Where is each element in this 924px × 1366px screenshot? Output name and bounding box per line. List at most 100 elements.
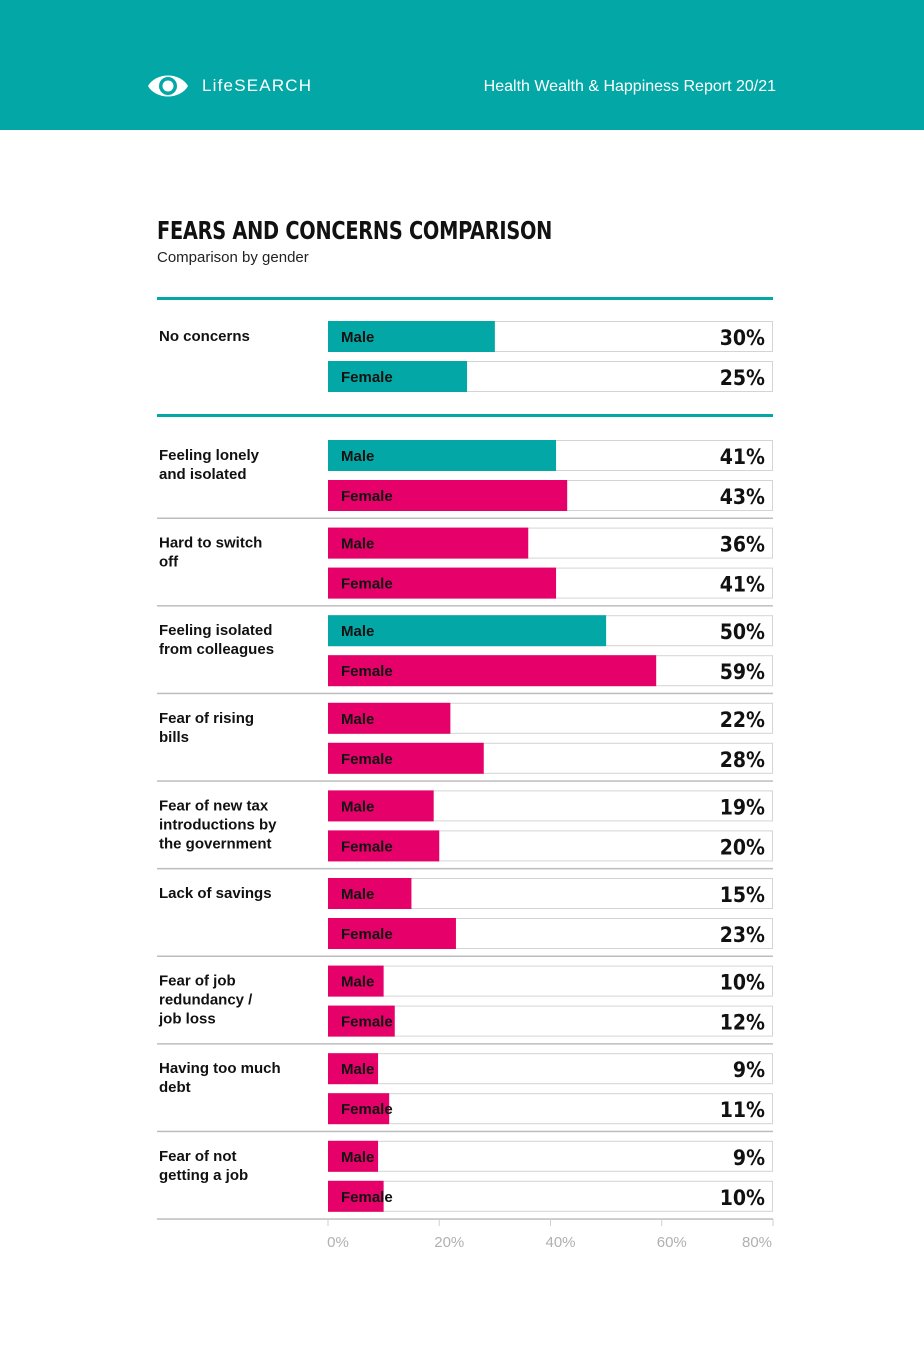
female-bar-label: Female [341,1189,393,1206]
male-value-label: 9% [733,1146,765,1170]
category-label: Fear of rising [159,710,254,727]
female-value-label: 11% [720,1098,765,1122]
category-label: from colleagues [159,641,274,658]
female-value-label: 23% [720,923,765,947]
male-value-label: 50% [720,620,765,644]
female-bar-label: Female [341,926,393,943]
male-bar [328,1140,379,1172]
category-label: Fear of new tax [159,797,269,814]
female-bar-label: Female [341,576,393,593]
group-divider [157,780,773,782]
tick-label: 60% [657,1234,687,1251]
bar-track [328,1053,773,1085]
tick-label: 0% [327,1234,349,1251]
male-value-label: 10% [720,971,765,995]
male-value-label: 9% [733,1058,765,1082]
bar-track [328,1093,773,1125]
female-value-label: 59% [720,660,765,684]
male-bar [328,527,529,559]
female-bar-label: Female [341,1101,393,1118]
female-bar [328,480,568,511]
male-bar-label: Male [341,536,374,553]
top-rule [157,297,773,300]
male-bar [328,321,495,352]
category-label: getting a job [159,1167,248,1184]
group-divider [157,1130,773,1133]
tick-label: 80% [742,1234,772,1251]
page-header: LifeSEARCH Health Wealth & Happiness Rep… [0,0,924,130]
female-value-label: 20% [720,835,765,859]
male-bar [328,965,384,997]
chart-title: FEARS AND CONCERNS COMPARISON [157,216,553,245]
male-value-label: 36% [720,533,765,557]
male-bar [328,702,451,734]
bar-track [328,1180,773,1212]
female-bar [328,918,456,949]
female-bar-label: Female [341,838,393,855]
female-bar-label: Female [341,488,393,505]
female-bar-label: Female [341,1014,393,1031]
male-bar [328,1053,379,1085]
group-divider [157,692,773,695]
category-label: job loss [158,1011,216,1028]
female-value-label: 41% [720,573,765,597]
category-label: Having too much [159,1060,281,1077]
tick-label: 40% [545,1234,575,1251]
female-bar-label: Female [341,751,393,768]
female-bar [328,1093,390,1125]
bar-track [328,1005,773,1037]
male-bar [328,615,607,647]
male-value-label: 19% [720,795,765,819]
male-value-label: 41% [720,445,765,469]
eye-logo-icon [148,75,188,97]
group-divider [157,867,773,870]
bar-track [328,965,773,997]
group-divider [157,955,773,957]
category-label: and isolated [159,466,247,483]
category-label: Feeling isolated [159,622,272,639]
female-bar [328,1005,395,1037]
male-bar-label: Male [341,623,374,640]
group-divider [157,1218,773,1220]
female-value-label: 25% [720,366,765,390]
male-bar-label: Male [341,798,374,815]
category-label: redundancy / [159,992,253,1009]
female-bar [328,655,657,687]
female-bar [328,830,440,862]
male-bar-label: Male [341,886,374,903]
male-bar-label: Male [341,974,374,991]
category-label: Lack of savings [159,885,272,902]
male-value-label: 15% [720,883,765,907]
category-label: Fear of job [159,973,236,990]
female-bar [328,1180,384,1212]
category-label: Feeling lonely [159,447,260,464]
male-bar-label: Male [341,711,374,728]
male-bar-label: Male [341,448,374,465]
chart-subtitle: Comparison by gender [157,249,309,266]
female-bar [328,361,468,392]
category-label: bills [159,729,189,746]
group-divider [157,605,773,607]
male-bar [328,790,434,822]
male-bar [328,878,412,909]
male-bar [328,440,557,471]
male-bar-label: Male [341,329,374,346]
category-label: debt [159,1079,191,1096]
group-divider [157,517,773,519]
category-label: Hard to switch [159,535,262,552]
report-title: Health Wealth & Happiness Report 20/21 [483,78,776,95]
category-label: No concerns [159,328,250,345]
male-value-label: 30% [720,326,765,350]
bar-track [328,1140,773,1172]
female-value-label: 43% [720,485,765,509]
male-bar-label: Male [341,1061,374,1078]
group-divider [157,1043,773,1045]
female-value-label: 28% [720,748,765,772]
male-bar-label: Male [341,1149,374,1166]
category-label: the government [159,835,272,852]
section-rule [157,414,773,417]
male-value-label: 22% [720,708,765,732]
female-bar [328,567,557,599]
brand-name: LifeSEARCH [202,76,313,95]
